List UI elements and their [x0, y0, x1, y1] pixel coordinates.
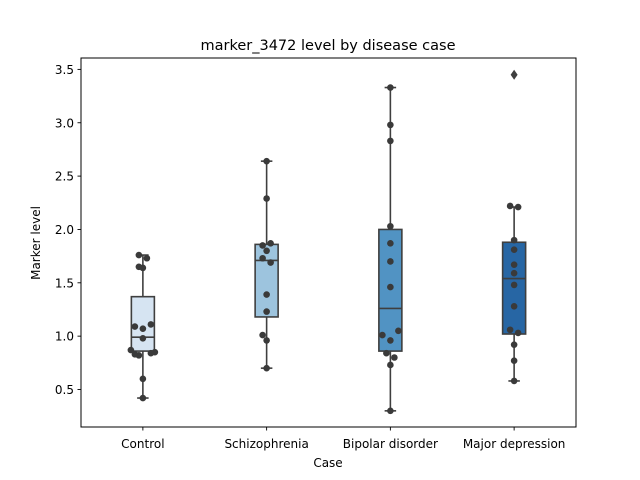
data-point: [267, 240, 274, 247]
y-tick-label: 2.0: [55, 223, 74, 237]
data-point: [510, 357, 518, 364]
box-group: [501, 69, 527, 385]
data-point: [263, 195, 270, 202]
x-axis-label: Case: [313, 456, 342, 470]
data-point: [263, 291, 270, 298]
data-point: [131, 323, 139, 330]
y-tick-label: 1.5: [55, 276, 74, 290]
data-point: [139, 334, 147, 342]
data-point: [395, 327, 402, 335]
chart-title: marker_3472 level by disease case: [201, 38, 456, 54]
x-tick-label: Control: [121, 437, 164, 451]
data-point: [263, 364, 270, 372]
data-point: [387, 258, 394, 265]
data-point: [391, 354, 398, 361]
data-point: [510, 341, 518, 348]
data-point: [510, 269, 518, 277]
data-point: [387, 84, 394, 91]
y-tick-label: 2.5: [55, 170, 74, 184]
outlier-marker: [510, 69, 518, 80]
y-tick-label: 1.0: [55, 330, 74, 344]
data-point: [387, 407, 394, 415]
box-group: [254, 157, 279, 372]
data-point: [510, 377, 518, 385]
data-point: [387, 361, 394, 369]
data-point: [510, 261, 518, 268]
y-axis: 0.5 1.0 1.5 2.0 2.5 3.0 3.5: [55, 63, 81, 397]
y-tick-label: 3.5: [55, 63, 74, 77]
data-point: [387, 137, 394, 145]
y-tick-label: 3.0: [55, 116, 74, 130]
box-group: [127, 251, 159, 402]
data-point: [263, 337, 270, 344]
box-iqr: [254, 243, 279, 318]
data-point: [263, 308, 270, 315]
data-point: [510, 236, 518, 244]
data-point: [259, 242, 266, 249]
data-point: [510, 302, 518, 310]
data-point: [506, 202, 514, 210]
x-tick-label: Schizophrenia: [224, 437, 308, 451]
data-point: [387, 121, 394, 129]
data-point: [139, 325, 147, 332]
data-point: [259, 331, 266, 339]
data-point: [387, 240, 394, 247]
data-point: [263, 247, 270, 255]
data-point: [127, 346, 135, 354]
data-point: [139, 375, 147, 383]
data-point: [135, 352, 143, 359]
data-point: [387, 222, 394, 230]
data-point: [147, 349, 155, 357]
data-point: [267, 259, 274, 266]
x-tick-label: Major depression: [463, 437, 566, 451]
data-point: [510, 246, 518, 254]
data-point: [143, 254, 151, 262]
data-point: [147, 321, 155, 328]
data-point: [259, 254, 266, 262]
x-tick-label: Bipolar disorder: [343, 437, 438, 451]
data-point: [139, 264, 147, 272]
data-point: [387, 283, 394, 291]
data-point: [379, 331, 386, 339]
plot-frame: [80, 57, 577, 428]
data-point: [514, 329, 522, 337]
data-point: [263, 157, 270, 165]
y-axis-label: Marker level: [29, 206, 43, 280]
y-tick-label: 0.5: [55, 383, 74, 397]
plot-area: [127, 69, 527, 415]
x-axis: Control Schizophrenia Bipolar disorder Majo…: [121, 427, 565, 451]
data-point: [135, 251, 143, 259]
data-point: [514, 203, 522, 211]
data-point: [510, 281, 518, 289]
data-point: [387, 337, 394, 344]
data-point: [383, 349, 390, 357]
data-point: [506, 326, 514, 334]
data-point: [139, 394, 147, 402]
box-group: [378, 84, 403, 415]
